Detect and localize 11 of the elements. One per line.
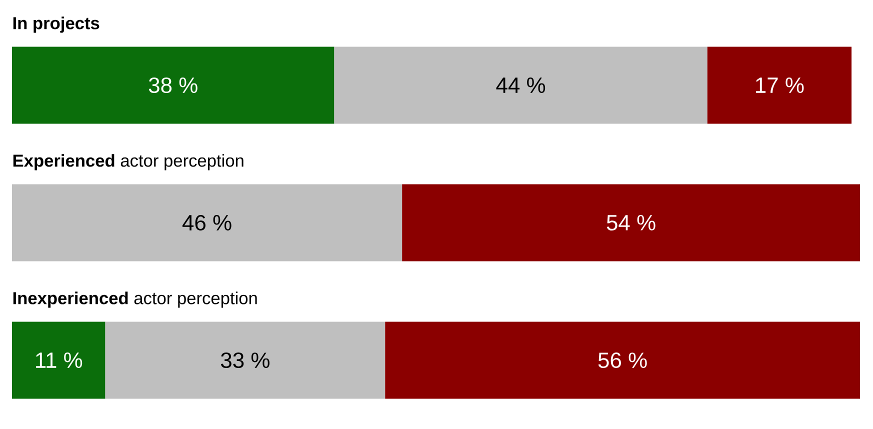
- data-label: 54 %: [606, 215, 656, 230]
- data-label: 17 %: [756, 78, 804, 93]
- y-tick-label: Inexperienced actor perception: [13, 292, 257, 308]
- y-tick-label: In projects: [13, 16, 100, 33]
- data-label: 33 %: [220, 352, 270, 368]
- data-label: 38 %: [148, 77, 198, 94]
- data-label: 46 %: [182, 214, 232, 231]
- data-label: 56 %: [598, 352, 647, 368]
- data-label: 11 %: [36, 352, 82, 368]
- data-label: 44 %: [496, 78, 546, 93]
- y-tick-label: Experienced actor perception: [13, 154, 244, 170]
